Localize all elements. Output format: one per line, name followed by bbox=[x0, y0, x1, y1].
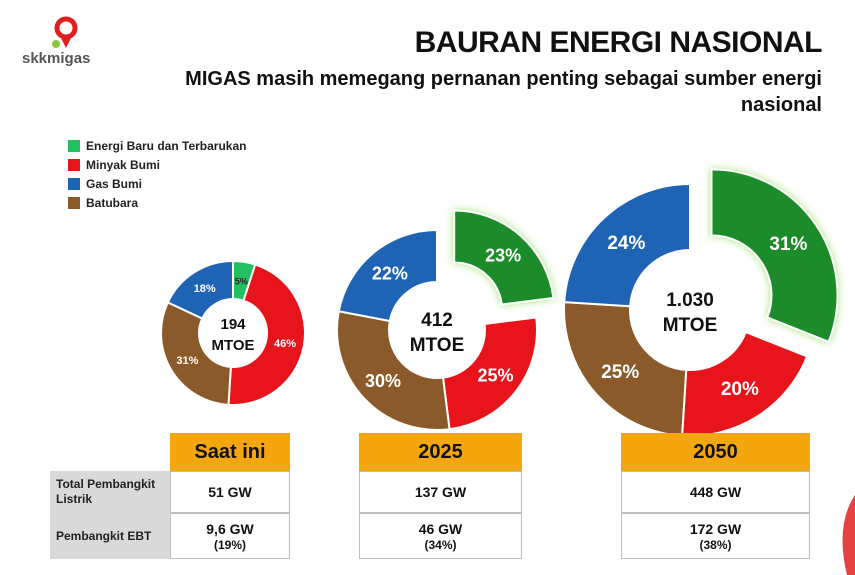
slice-data-label: 46% bbox=[274, 338, 296, 350]
column-header-saat-ini: Saat ini bbox=[170, 433, 290, 471]
column-header-2025: 2025 bbox=[359, 433, 522, 471]
legend-label-batubara: Batubara bbox=[86, 195, 139, 210]
slice-data-label: 20% bbox=[721, 379, 759, 400]
donut-center-value: 194 bbox=[220, 316, 246, 333]
legend-swatch-gas bbox=[68, 177, 80, 190]
page-subtitle: MIGAS masih memegang pernanan penting se… bbox=[185, 68, 822, 116]
column-header-2050: 2050 bbox=[621, 433, 810, 471]
slice-data-label: 18% bbox=[194, 283, 216, 295]
cell-value: 448 GW bbox=[689, 484, 742, 500]
donut-slice-minyak-bumi bbox=[227, 263, 306, 406]
donut-chart-3: 31% 20% 25% 24% 1.030 MTOE bbox=[563, 168, 839, 437]
cell-value: 137 GW bbox=[414, 484, 467, 500]
donut-center-value: 412 bbox=[421, 310, 453, 331]
logo-text: skkmigas bbox=[22, 50, 91, 67]
donut-slice-energi-baru-dan-terbarukan bbox=[710, 168, 839, 344]
cell-sub-value: (34%) bbox=[424, 537, 457, 552]
slice-data-label: 22% bbox=[372, 263, 408, 283]
donut-slice-batubara bbox=[160, 301, 232, 406]
table-cell: 448 GW bbox=[621, 471, 810, 513]
donut-center-unit: MTOE bbox=[211, 337, 254, 354]
legend-item-batubara: Batubara bbox=[68, 193, 246, 212]
cell-value: 9,6 GW bbox=[206, 520, 254, 537]
legend-item-gas: Gas Bumi bbox=[68, 174, 246, 193]
legend-label-gas: Gas Bumi bbox=[86, 176, 143, 191]
table-cell: 137 GW bbox=[359, 471, 522, 513]
donut-chart-1: 5% 46% 31% 18% 194 MTOE bbox=[160, 259, 306, 406]
table-cell: 9,6 GW (19%) bbox=[170, 513, 290, 559]
skkmigas-logo bbox=[52, 16, 78, 48]
legend-item-minyak: Minyak Bumi bbox=[68, 155, 246, 174]
row-label-pembangkit-ebt: Pembangkit EBT bbox=[50, 513, 170, 559]
donut-slice-batubara bbox=[336, 310, 451, 431]
donut-center-unit: MTOE bbox=[663, 315, 718, 336]
table-cell: 172 GW (38%) bbox=[621, 513, 810, 559]
cell-value: 51 GW bbox=[208, 484, 252, 500]
slice-data-label: 31% bbox=[769, 234, 807, 255]
cell-sub-value: (19%) bbox=[213, 537, 246, 552]
slice-data-label: 30% bbox=[365, 371, 401, 391]
table-cell: 46 GW (34%) bbox=[359, 513, 522, 559]
donut-slice-gas-bumi bbox=[337, 228, 438, 323]
legend-label-minyak: Minyak Bumi bbox=[86, 157, 161, 172]
donut-center-unit: MTOE bbox=[410, 335, 465, 356]
slice-data-label: 25% bbox=[477, 366, 513, 386]
cell-sub-value: (38%) bbox=[699, 537, 732, 552]
donut-slice-gas-bumi bbox=[563, 182, 691, 308]
donut-slice-energi-baru-dan-terbarukan bbox=[453, 209, 555, 306]
slice-data-label: 25% bbox=[601, 362, 639, 383]
row-label-total-pembangkit: Total Pembangkit Listrik bbox=[50, 471, 170, 513]
power-capacity-table: Saat ini 2025 2050 Total Pembangkit List… bbox=[50, 433, 855, 575]
legend-label-ebt: Energi Baru dan Terbarukan bbox=[86, 138, 247, 153]
corner-decoration bbox=[842, 495, 855, 575]
legend-swatch-minyak bbox=[68, 158, 80, 171]
legend-swatch-batubara bbox=[68, 196, 80, 209]
donut-center-value: 1.030 bbox=[666, 290, 714, 311]
table-cell: 51 GW bbox=[170, 471, 290, 513]
donut-slice-minyak-bumi bbox=[441, 316, 538, 431]
legend-item-ebt: Energi Baru dan Terbarukan bbox=[68, 136, 246, 155]
slice-data-label: 31% bbox=[176, 355, 198, 367]
donut-slice-batubara bbox=[563, 301, 688, 437]
donut-slice-gas-bumi bbox=[166, 259, 234, 320]
energy-mix-donut-charts: 5%46%31%18%194MTOE23%25%30%22%412MTOE31%… bbox=[160, 168, 839, 437]
page-title: BAURAN ENERGI NASIONAL bbox=[414, 26, 823, 59]
legend-swatch-ebt bbox=[68, 139, 80, 152]
cell-value: 46 GW bbox=[418, 520, 463, 537]
chart-legend: Energi Baru dan Terbarukan Minyak Bumi G… bbox=[68, 136, 246, 212]
cell-value: 172 GW bbox=[689, 520, 742, 537]
slice-data-label: 23% bbox=[485, 245, 521, 265]
slice-data-label: 24% bbox=[607, 233, 645, 254]
slice-data-label: 5% bbox=[235, 277, 248, 287]
donut-chart-2: 23% 25% 30% 22% 412 MTOE bbox=[336, 209, 555, 431]
